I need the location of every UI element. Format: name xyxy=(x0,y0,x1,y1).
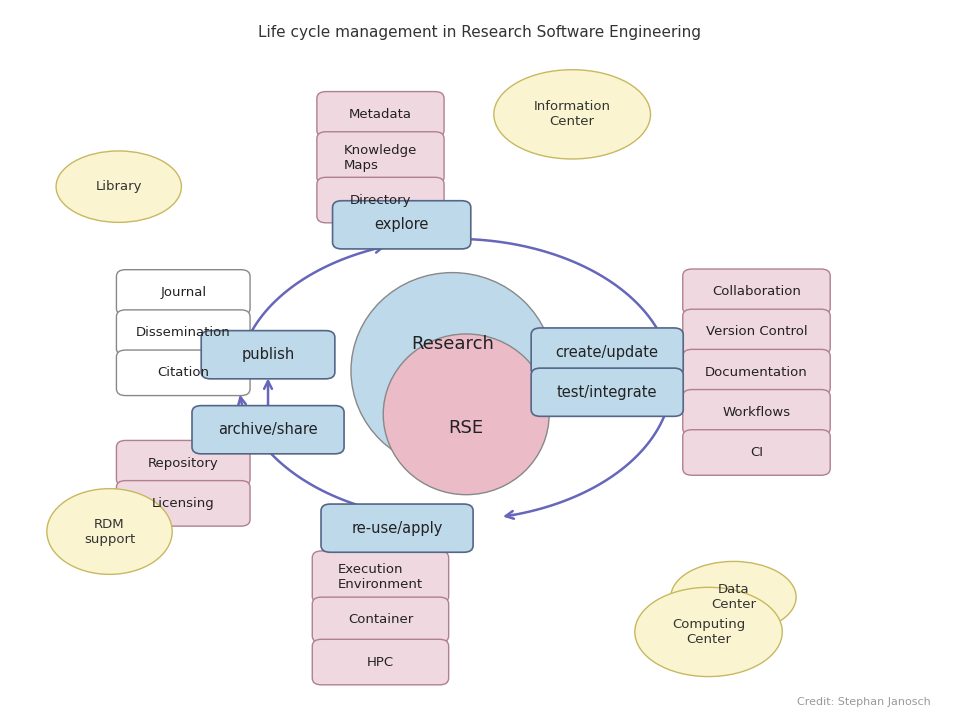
Text: RDM
support: RDM support xyxy=(84,518,135,546)
Ellipse shape xyxy=(56,151,181,222)
Text: RSE: RSE xyxy=(448,419,484,437)
FancyBboxPatch shape xyxy=(683,269,830,315)
Text: Knowledge
Maps: Knowledge Maps xyxy=(344,144,418,172)
Text: create/update: create/update xyxy=(556,345,659,359)
FancyBboxPatch shape xyxy=(116,350,250,395)
FancyBboxPatch shape xyxy=(683,430,830,475)
FancyBboxPatch shape xyxy=(317,132,444,184)
Ellipse shape xyxy=(635,588,782,677)
FancyBboxPatch shape xyxy=(312,639,448,685)
Text: Metadata: Metadata xyxy=(349,108,412,121)
Text: re-use/apply: re-use/apply xyxy=(351,521,443,536)
Text: Data
Center: Data Center xyxy=(711,583,756,611)
Text: Collaboration: Collaboration xyxy=(712,285,801,298)
FancyBboxPatch shape xyxy=(683,309,830,355)
FancyBboxPatch shape xyxy=(312,597,448,643)
Ellipse shape xyxy=(47,489,172,575)
Text: Directory: Directory xyxy=(349,194,411,207)
Text: CI: CI xyxy=(750,446,763,459)
Text: Container: Container xyxy=(348,613,413,626)
Text: Research: Research xyxy=(411,335,493,353)
FancyBboxPatch shape xyxy=(116,481,250,526)
Text: Dissemination: Dissemination xyxy=(136,326,230,339)
Text: Citation: Citation xyxy=(157,366,209,379)
FancyBboxPatch shape xyxy=(116,310,250,356)
Ellipse shape xyxy=(351,273,554,469)
FancyBboxPatch shape xyxy=(317,177,444,222)
FancyBboxPatch shape xyxy=(192,405,344,454)
Text: Documentation: Documentation xyxy=(705,366,808,379)
Text: publish: publish xyxy=(241,347,295,362)
FancyBboxPatch shape xyxy=(531,328,684,376)
Text: Computing
Center: Computing Center xyxy=(672,618,745,646)
FancyBboxPatch shape xyxy=(317,91,444,137)
Text: Version Control: Version Control xyxy=(706,325,807,338)
FancyBboxPatch shape xyxy=(312,551,448,603)
FancyBboxPatch shape xyxy=(683,390,830,435)
FancyBboxPatch shape xyxy=(116,270,250,315)
Text: Information
Center: Information Center xyxy=(534,100,611,128)
Text: Credit: Stephan Janosch: Credit: Stephan Janosch xyxy=(798,697,931,707)
Text: Workflows: Workflows xyxy=(723,406,790,419)
FancyBboxPatch shape xyxy=(531,368,684,416)
Text: Execution
Environment: Execution Environment xyxy=(338,563,423,591)
Text: Library: Library xyxy=(95,180,142,193)
Text: explore: explore xyxy=(374,217,429,233)
FancyBboxPatch shape xyxy=(321,504,473,552)
FancyBboxPatch shape xyxy=(202,330,335,379)
Ellipse shape xyxy=(671,562,796,633)
Text: HPC: HPC xyxy=(367,656,394,669)
FancyBboxPatch shape xyxy=(332,201,470,249)
Text: test/integrate: test/integrate xyxy=(557,384,658,400)
Text: Life cycle management in Research Software Engineering: Life cycle management in Research Softwa… xyxy=(258,25,702,40)
FancyBboxPatch shape xyxy=(683,349,830,395)
Ellipse shape xyxy=(493,70,651,159)
FancyBboxPatch shape xyxy=(116,441,250,486)
Text: Licensing: Licensing xyxy=(152,497,215,510)
Text: Journal: Journal xyxy=(160,286,206,299)
Text: Repository: Repository xyxy=(148,456,219,469)
Ellipse shape xyxy=(383,334,549,495)
Text: archive/share: archive/share xyxy=(218,422,318,437)
